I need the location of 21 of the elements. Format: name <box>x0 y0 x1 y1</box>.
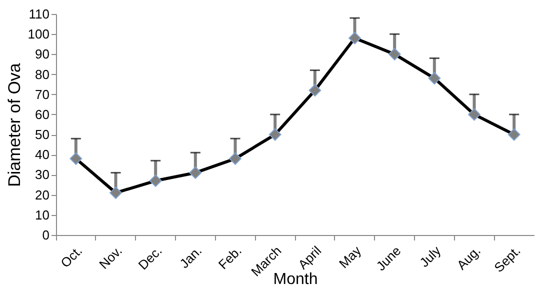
y-tick-label: 20 <box>35 187 50 202</box>
x-tick-label: Nov. <box>96 243 125 272</box>
y-tick-label: 60 <box>35 106 50 122</box>
y-tick-label: 30 <box>35 167 50 182</box>
y-tick-label: 70 <box>35 86 50 102</box>
y-tick-label: 100 <box>28 26 50 42</box>
y-tick-label: 0 <box>42 228 50 242</box>
x-tick-label: Feb. <box>215 243 244 272</box>
y-axis-title: Diameter of Ova <box>4 62 24 187</box>
x-tick-label: Aug. <box>454 243 484 273</box>
y-tick-label: 50 <box>35 127 50 142</box>
y-tick-label: 40 <box>35 147 50 162</box>
x-tick-label: May <box>336 242 364 272</box>
y-tick-label: 80 <box>35 66 50 82</box>
x-tick-label: July <box>416 242 444 270</box>
x-tick-label: Jan. <box>176 243 205 272</box>
y-tick-label: 110 <box>28 6 50 22</box>
y-tick-label: 90 <box>35 46 50 62</box>
y-tick-label: 10 <box>35 207 50 222</box>
x-tick-label: Oct. <box>58 243 86 271</box>
x-tick-label: Dec. <box>135 243 165 273</box>
